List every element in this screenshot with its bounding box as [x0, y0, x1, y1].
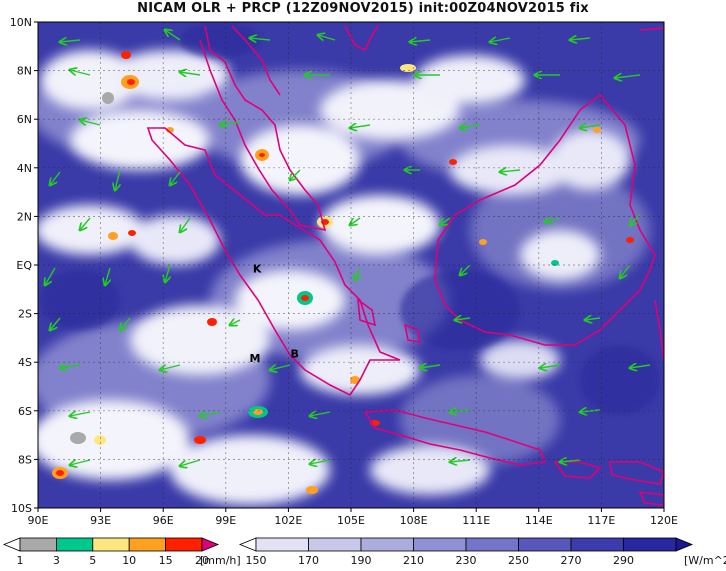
lon-tick-label: 96E	[153, 514, 174, 527]
colorbar-min-arrow	[238, 537, 257, 552]
java-coast	[363, 409, 547, 466]
lat-tick-label: EQ	[16, 259, 32, 272]
place-marker-m: M	[250, 352, 261, 365]
colorbar-min-arrow	[2, 537, 21, 552]
lat-tick-label: 8S	[18, 453, 32, 466]
colorbar-tick-label: 270	[561, 554, 582, 567]
lat-tick-label: 2N	[17, 210, 32, 223]
colorbar-tick-label: 1	[17, 554, 24, 567]
colorbar-tick-label: 170	[298, 554, 319, 567]
thai-coast	[231, 25, 281, 96]
lon-tick-label: 90E	[28, 514, 49, 527]
lon-tick-label: 120E	[650, 514, 678, 527]
sumatra-coast	[146, 127, 401, 397]
lon-tick-label: 99E	[215, 514, 236, 527]
graticule	[38, 22, 664, 508]
bali-lombok-coast	[553, 461, 602, 479]
wind-vectors	[45, 30, 651, 466]
sulawesi-coast	[654, 299, 664, 361]
precip-cells	[52, 51, 634, 494]
latitude-axis: 10N 8N 6N 4N 2N EQ 2S 4S 6S 8S 10S	[10, 16, 38, 515]
colorbar-segment	[165, 537, 203, 552]
lon-tick-label: 117E	[587, 514, 615, 527]
lat-tick-label: 6S	[18, 405, 32, 418]
precip-colorbar: 1 3 5 10 15 20[mm/h]	[2, 537, 241, 567]
colorbar-segment	[19, 537, 57, 552]
colorbar-segment	[255, 537, 309, 552]
lon-tick-label: 102E	[274, 514, 302, 527]
colorbar-segment	[360, 537, 414, 552]
lon-tick-label: 108E	[400, 514, 428, 527]
longitude-axis: 90E 93E 96E 99E 102E 105E 108E 111E 114E 117E 120E	[28, 508, 678, 527]
colorbar-tick-label: 190	[351, 554, 372, 567]
lon-tick-label: 105E	[337, 514, 365, 527]
sumba-coast	[638, 491, 664, 506]
colorbar-segment	[570, 537, 624, 552]
lat-tick-label: 4N	[17, 162, 32, 175]
lat-tick-label: 4S	[18, 356, 32, 369]
lat-tick-label: 2S	[18, 308, 32, 321]
map-title: NICAM OLR + PRCP (12Z09NOV2015) init:00Z…	[137, 1, 589, 16]
sumbawa-coast	[609, 461, 664, 485]
colorbar-tick-label: 5	[89, 554, 96, 567]
lat-tick-label: 8N	[17, 65, 32, 78]
vietnam-coast	[344, 25, 379, 52]
place-marker-k: K	[253, 262, 262, 275]
colorbar-segment	[128, 537, 166, 552]
colorbar-max-arrow	[201, 537, 220, 552]
colorbar-max-arrow	[675, 537, 694, 552]
coastlines	[146, 25, 664, 506]
philippines-coast	[639, 27, 664, 31]
colorbar-segment	[623, 537, 677, 552]
olr-high-cloud	[38, 50, 630, 505]
colorbar-unit: [W/m^2]	[684, 554, 726, 567]
colorbar-segment	[56, 537, 94, 552]
colorbar-tick-label: 3	[53, 554, 60, 567]
borneo-coast	[434, 93, 656, 346]
lat-tick-label: 6N	[17, 113, 32, 126]
colorbar-segment	[465, 537, 519, 552]
place-markers: K M B	[250, 262, 299, 365]
lon-tick-label: 114E	[525, 514, 553, 527]
malay-peninsula-coast	[199, 25, 327, 232]
colorbar-tick-label: 210	[403, 554, 424, 567]
lon-tick-label: 93E	[90, 514, 111, 527]
colorbar-tick-label: 290	[613, 554, 634, 567]
colorbar-tick-label: 150	[246, 554, 267, 567]
colorbar-segment	[92, 537, 130, 552]
place-marker-b: B	[290, 347, 298, 360]
olr-colorbar: 150 170 190 210 230 250 270 290 [W/m^2]	[238, 537, 726, 567]
lat-tick-label: 10N	[10, 16, 32, 29]
lon-tick-label: 111E	[462, 514, 490, 527]
colorbar-tick-label: 20	[195, 554, 209, 567]
colorbar-tick-label: 10	[122, 554, 136, 567]
colorbar-tick-label: 230	[456, 554, 477, 567]
colorbar-tick-label: 15	[159, 554, 173, 567]
colorbar-segment	[308, 537, 362, 552]
lat-tick-label: 10S	[11, 502, 32, 515]
colorbar-segment	[518, 537, 572, 552]
colorbar-unit: [mm/h]	[200, 554, 241, 567]
colorbar-segment	[413, 537, 467, 552]
colorbar-tick-label: 250	[508, 554, 529, 567]
